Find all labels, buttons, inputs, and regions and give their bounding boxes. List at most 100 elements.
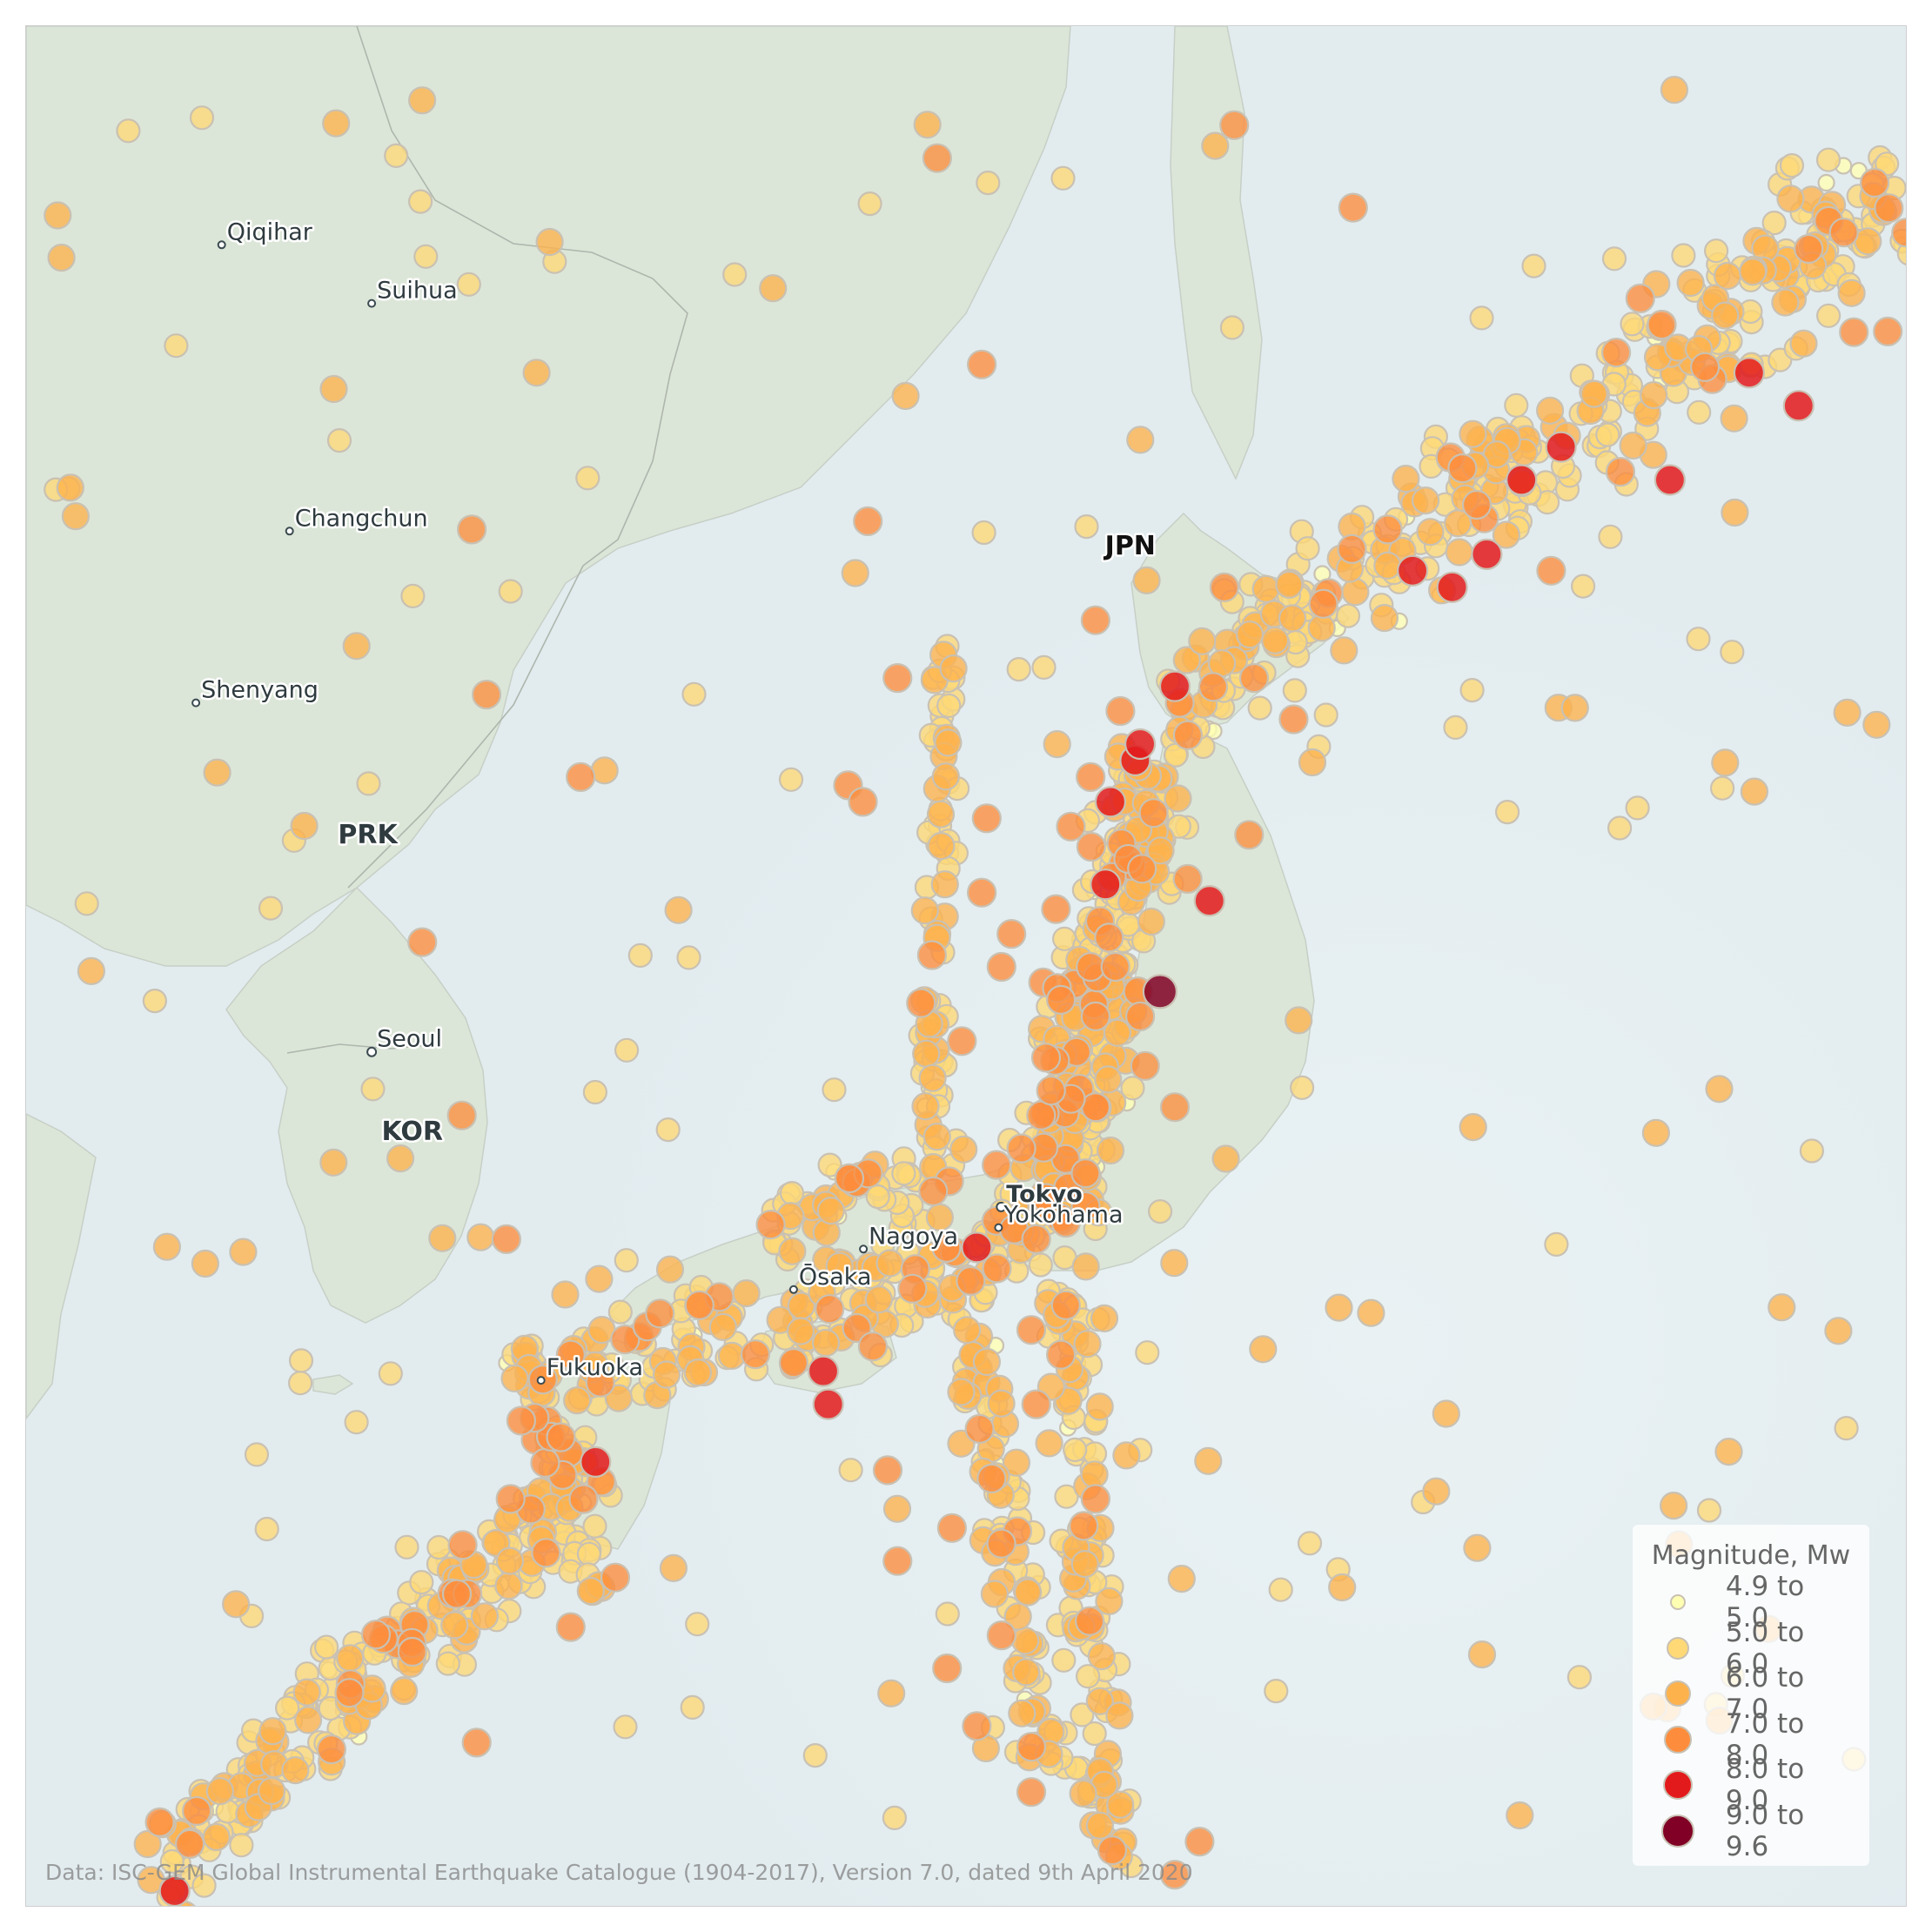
earthquake-point xyxy=(1167,1564,1196,1593)
earthquake-point xyxy=(1003,1602,1032,1631)
legend-label: 6.0 to 7.0 xyxy=(1725,1662,1805,1726)
earthquake-point xyxy=(1097,1835,1128,1866)
earthquake-point xyxy=(1432,1399,1460,1428)
earthquake-point xyxy=(1035,1429,1063,1458)
earthquake-point xyxy=(1620,312,1645,337)
earthquake-point xyxy=(1070,1702,1095,1727)
earthquake-point xyxy=(407,927,438,957)
earthquake-point xyxy=(911,1092,940,1121)
earthquake-point xyxy=(426,1534,452,1560)
earthquake-point xyxy=(356,771,381,796)
earthquake-point xyxy=(1159,1092,1191,1123)
earthquake-point xyxy=(531,1538,561,1568)
earthquake-point xyxy=(319,374,348,404)
earthquake-point xyxy=(1416,518,1445,547)
earthquake-point xyxy=(1521,253,1546,278)
earthquake-point xyxy=(1135,1340,1160,1365)
earthquake-point xyxy=(1607,815,1633,841)
earthquake-point xyxy=(292,1678,321,1707)
earthquake-point xyxy=(205,1776,234,1806)
earthquake-point xyxy=(456,514,487,545)
earthquake-point xyxy=(1070,1157,1101,1189)
earthquake-point xyxy=(409,1569,434,1595)
city-label: Fukuoka xyxy=(547,1354,643,1381)
earthquake-point xyxy=(1160,1249,1189,1278)
earthquake-point xyxy=(360,1620,392,1650)
earthquake-point xyxy=(258,1717,287,1746)
earthquake-point xyxy=(655,1117,681,1143)
earthquake-point xyxy=(1138,798,1169,828)
earthquake-point xyxy=(568,1484,599,1514)
earthquake-point xyxy=(857,191,882,217)
legend-item: 8.0 to 9.0 xyxy=(1648,1754,1854,1816)
map-canvas[interactable]: Qiqihar Suihua Changchun Shenyang Seoul Tokyo… xyxy=(25,25,1907,1907)
earthquake-point xyxy=(613,1714,638,1740)
earthquake-point xyxy=(447,1530,478,1560)
earthquake-point xyxy=(732,1278,761,1308)
earthquake-point xyxy=(1703,238,1729,264)
legend-swatch xyxy=(1661,1814,1695,1848)
earthquake-point xyxy=(1080,1460,1109,1489)
earthquake-point xyxy=(1090,869,1122,901)
magnitude-legend: Magnitude, Mw 4.9 to 5.0 5.0 to 6.0 6.0 to… xyxy=(1633,1525,1869,1866)
earthquake-point xyxy=(1030,1183,1062,1213)
earthquake-point xyxy=(1828,218,1859,248)
earthquake-point xyxy=(1860,167,1890,198)
earthquake-point xyxy=(555,1339,586,1370)
earthquake-point xyxy=(203,758,231,787)
earthquake-point xyxy=(1172,863,1203,895)
earthquake-point xyxy=(1016,1732,1047,1762)
earthquake-point xyxy=(1459,1112,1487,1142)
earthquake-point xyxy=(1094,1065,1123,1094)
earthquake-point xyxy=(875,1249,904,1278)
earthquake-point xyxy=(1050,1207,1081,1238)
earthquake-point xyxy=(759,274,788,303)
map-svg: Qiqihar Suihua Changchun Shenyang Seoul Tokyo… xyxy=(26,26,1906,1906)
legend-swatch xyxy=(1665,1680,1692,1707)
earthquake-point xyxy=(812,1388,844,1420)
earthquake-point xyxy=(906,988,936,1018)
earthquake-point xyxy=(1570,574,1596,599)
earthquake-point xyxy=(1051,926,1077,951)
earthquake-point xyxy=(778,1237,807,1265)
earthquake-point xyxy=(1307,614,1336,642)
earthquake-point xyxy=(614,1248,639,1273)
earthquake-point xyxy=(722,262,748,287)
legend-swatch-box xyxy=(1648,1770,1708,1801)
earthquake-point xyxy=(1372,514,1403,545)
earthquake-point xyxy=(1834,1415,1859,1441)
earthquake-point xyxy=(1158,670,1191,702)
earthquake-point xyxy=(471,679,502,710)
earthquake-point xyxy=(1396,554,1429,587)
earthquake-point xyxy=(1600,338,1632,368)
earthquake-point xyxy=(1105,1701,1134,1730)
earthquake-point xyxy=(1373,551,1402,580)
earthquake-point xyxy=(652,1360,681,1389)
earthquake-point xyxy=(1041,894,1071,924)
jeju xyxy=(312,1374,354,1395)
earthquake-point xyxy=(913,111,942,139)
earthquake-point xyxy=(1021,1389,1051,1419)
earthquake-point xyxy=(590,756,619,785)
earthquake-point xyxy=(390,1676,419,1706)
earthquake-point xyxy=(1713,261,1742,291)
earthquake-point xyxy=(778,767,804,792)
earthquake-point xyxy=(1069,1511,1099,1541)
earthquake-point xyxy=(1112,1441,1141,1470)
mainland-asia xyxy=(26,26,1071,967)
earthquake-point xyxy=(342,632,371,661)
earthquake-markers xyxy=(44,76,1906,1906)
earthquake-point xyxy=(1164,784,1192,813)
earthquake-point xyxy=(1142,974,1178,1010)
earthquake-point xyxy=(882,1805,908,1830)
earthquake-point xyxy=(971,520,996,546)
earthquake-point xyxy=(1124,728,1157,761)
earthquake-point xyxy=(922,1123,951,1151)
city-label: Yokohama xyxy=(1003,1202,1123,1229)
earthquake-point xyxy=(1469,305,1494,331)
city-label: Shenyang xyxy=(201,677,319,704)
earthquake-point xyxy=(1056,811,1086,842)
earthquake-point xyxy=(1595,422,1620,447)
earthquake-point xyxy=(535,227,564,257)
earthquake-point xyxy=(926,800,956,828)
